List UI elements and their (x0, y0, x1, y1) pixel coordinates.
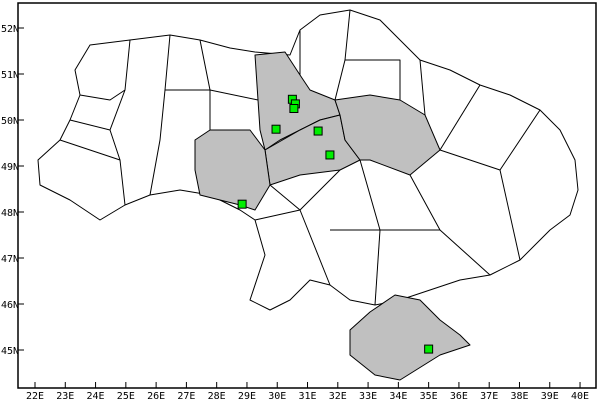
lon-tick-label: 38E (510, 391, 528, 400)
lat-tick-label: 50N (1, 116, 19, 127)
lon-tick-label: 31E (298, 391, 316, 400)
region-vinnytsia[interactable] (194, 129, 271, 211)
lon-tick-label: 37E (480, 391, 498, 400)
region-borders (59, 9, 541, 306)
location-marker[interactable] (325, 150, 335, 160)
lat-tick-label: 45N (1, 346, 19, 357)
location-marker[interactable] (289, 104, 299, 113)
lon-tick-label: 25E (117, 391, 135, 400)
lon-tick-label: 23E (56, 391, 74, 400)
lon-tick-label: 24E (87, 391, 105, 400)
location-marker[interactable] (237, 199, 247, 209)
location-marker[interactable] (271, 124, 281, 134)
lon-tick-label: 29E (238, 391, 256, 400)
lon-tick-label: 39E (541, 391, 559, 400)
lon-tick-label: 30E (268, 391, 286, 400)
lon-tick-label: 33E (359, 391, 377, 400)
lon-tick-label: 35E (420, 391, 438, 400)
lat-tick-label: 46N (1, 300, 19, 311)
lat-tick-label: 51N (1, 70, 19, 81)
lon-tick-label: 36E (450, 391, 468, 400)
lon-tick-label: 32E (329, 391, 347, 400)
lat-tick-label: 49N (1, 162, 19, 173)
location-marker[interactable] (313, 126, 323, 136)
lon-tick-label: 28E (208, 391, 226, 400)
lon-tick-label: 22E (26, 391, 44, 400)
lon-tick-label: 34E (389, 391, 407, 400)
lon-tick-label: 40E (571, 391, 589, 400)
region-crimea[interactable] (349, 294, 471, 381)
lat-tick-label: 52N (1, 24, 19, 35)
lat-tick-label: 48N (1, 208, 19, 219)
lat-tick-label: 47N (1, 254, 19, 265)
location-marker[interactable] (424, 344, 434, 354)
lon-tick-label: 26E (147, 391, 165, 400)
lon-tick-label: 27E (177, 391, 195, 400)
